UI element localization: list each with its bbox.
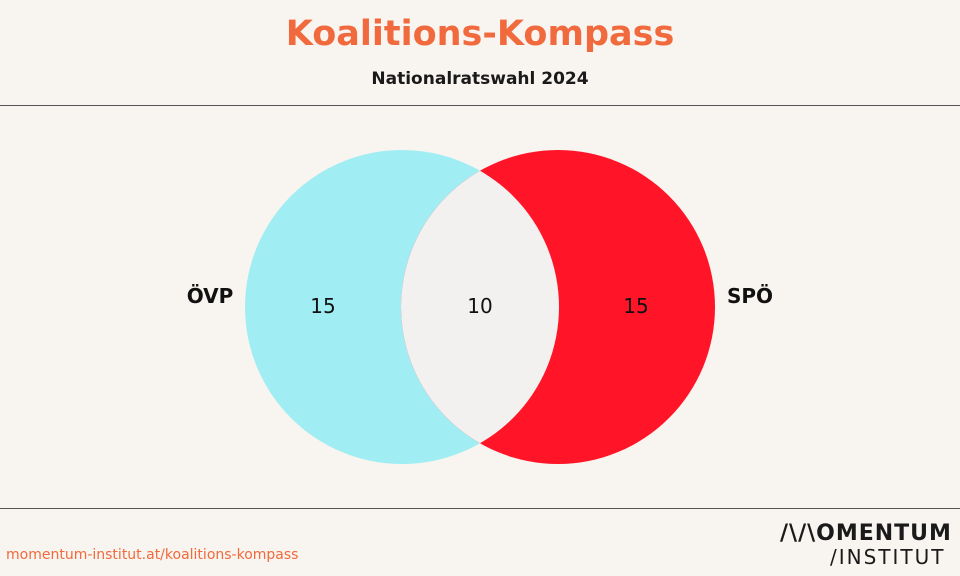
source-link[interactable]: momentum-institut.at/koalitions-kompass: [6, 547, 299, 563]
logo-line-2: /INSTITUT: [830, 545, 946, 569]
bottom-divider: [0, 508, 960, 509]
logo-line-1: /\/\OMENTUM: [780, 521, 952, 546]
value-spo-only: 15: [623, 294, 648, 318]
top-divider: [0, 105, 960, 106]
momentum-institut-logo: /\/\OMENTUM /INSTITUT: [778, 521, 952, 569]
page-subtitle: Nationalratswahl 2024: [371, 69, 589, 89]
value-intersection: 10: [467, 294, 492, 318]
venn-chart: ÖVP SPÖ 15 10 15: [187, 150, 773, 464]
page-title: Koalitions-Kompass: [285, 14, 675, 54]
set-label-spo: SPÖ: [727, 284, 773, 308]
value-ovp-only: 15: [310, 294, 335, 318]
set-label-ovp: ÖVP: [187, 284, 234, 308]
venn-intersection: [401, 150, 559, 464]
